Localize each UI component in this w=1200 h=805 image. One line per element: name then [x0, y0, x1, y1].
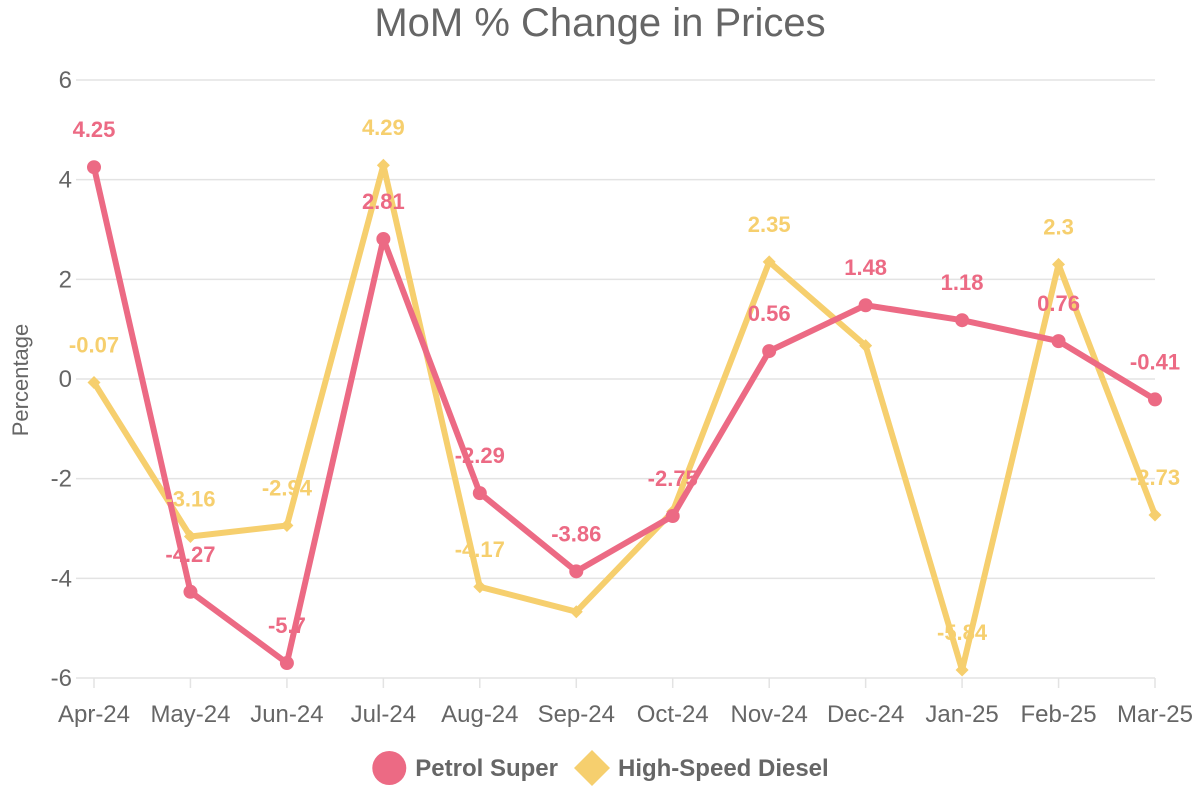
data-label: -5.84 [937, 620, 988, 645]
data-label: -3.86 [551, 521, 601, 546]
data-point-marker[interactable] [183, 529, 197, 543]
data-point-marker[interactable] [1051, 334, 1066, 349]
data-labels: 4.25 -4.27 -5.7 2.81 -2.29 -3.86 -2.75 0.56 1.48… [69, 115, 1180, 645]
data-label: 2.81 [362, 189, 405, 214]
series-group [87, 158, 1162, 677]
chart-title: MoM % Change in Prices [374, 1, 825, 45]
x-tick-label: Apr-24 [58, 701, 130, 728]
x-tick-label: Feb-25 [1021, 701, 1097, 728]
data-label: -4.27 [165, 542, 215, 567]
data-label: -2.94 [262, 476, 313, 501]
data-point-marker[interactable] [87, 375, 101, 389]
series-line [91, 164, 1158, 666]
data-label: 4.25 [73, 117, 116, 142]
x-tick-label: Mar-25 [1117, 701, 1193, 728]
data-point-marker[interactable] [569, 605, 583, 619]
legend[interactable]: Petrol Super High-Speed Diesel [372, 750, 829, 786]
x-tick-label: Jun-24 [250, 701, 323, 728]
data-point-marker[interactable] [762, 344, 777, 359]
data-point-marker[interactable] [472, 486, 487, 501]
data-point-marker[interactable] [858, 298, 873, 313]
data-label: 1.18 [941, 270, 984, 295]
data-label: -0.41 [1130, 349, 1180, 374]
x-tick-label: Dec-24 [827, 701, 904, 728]
y-tick-label: -6 [51, 665, 72, 692]
data-point-marker[interactable] [87, 160, 101, 175]
data-label: 1.48 [844, 255, 887, 280]
y-tick-label: -2 [51, 466, 72, 493]
legend-item[interactable]: High-Speed Diesel [573, 750, 829, 786]
series-line [91, 162, 1158, 673]
data-point-marker[interactable] [279, 656, 294, 671]
data-label: -0.07 [69, 332, 119, 357]
x-axis: Apr-24 May-24 Jun-24 Jul-24 Aug-24 Sep-24 Oct-… [58, 678, 1193, 728]
y-tick-label: -4 [51, 565, 72, 592]
data-label: -3.16 [165, 486, 215, 511]
legend-label: High-Speed Diesel [618, 755, 829, 782]
x-tick-label: Sep-24 [538, 701, 615, 728]
data-point-marker[interactable] [280, 519, 294, 533]
x-tick-label: May-24 [150, 701, 230, 728]
data-point-marker[interactable] [1052, 257, 1066, 271]
data-label: 0.56 [748, 301, 791, 326]
data-point-marker[interactable] [955, 663, 969, 677]
y-tick-label: 4 [59, 167, 72, 194]
y-tick-label: 6 [59, 67, 72, 94]
data-label: -2.75 [648, 466, 698, 491]
x-tick-label: Nov-24 [730, 701, 807, 728]
x-tick-label: Aug-24 [441, 701, 518, 728]
legend-item[interactable]: Petrol Super [372, 751, 558, 785]
data-point-marker[interactable] [1148, 392, 1162, 407]
data-label: 4.29 [362, 115, 405, 140]
legend-label: Petrol Super [415, 755, 558, 782]
data-point-marker[interactable] [376, 231, 391, 246]
data-label: 2.3 [1043, 214, 1074, 239]
grid [76, 79, 1155, 679]
x-tick-label: Jul-24 [351, 701, 416, 728]
data-point-marker[interactable] [665, 509, 680, 524]
data-point-marker[interactable] [955, 313, 970, 328]
data-label: 2.35 [748, 212, 791, 237]
data-point-marker[interactable] [473, 580, 487, 594]
legend-marker-diamond [573, 750, 610, 786]
x-tick-label: Jan-25 [925, 701, 998, 728]
y-tick-label: 0 [59, 366, 72, 393]
data-point-marker[interactable] [1148, 508, 1162, 522]
data-label: 0.76 [1037, 291, 1080, 316]
data-label: -4.17 [455, 537, 505, 562]
data-point-marker[interactable] [183, 584, 198, 599]
data-label: -5.7 [268, 613, 306, 638]
y-axis: 6 4 2 0 -2 -4 -6 [51, 67, 72, 692]
data-point-marker[interactable] [762, 255, 776, 269]
data-point-marker[interactable] [859, 339, 873, 353]
y-axis-title: Percentage [8, 324, 33, 437]
data-point-marker[interactable] [376, 158, 390, 172]
data-point-marker[interactable] [569, 564, 584, 579]
data-label: -2.73 [1130, 465, 1180, 490]
data-label: -2.29 [455, 443, 505, 468]
x-tick-label: Oct-24 [637, 701, 709, 728]
legend-marker-circle [372, 751, 407, 785]
y-tick-label: 2 [59, 266, 72, 293]
